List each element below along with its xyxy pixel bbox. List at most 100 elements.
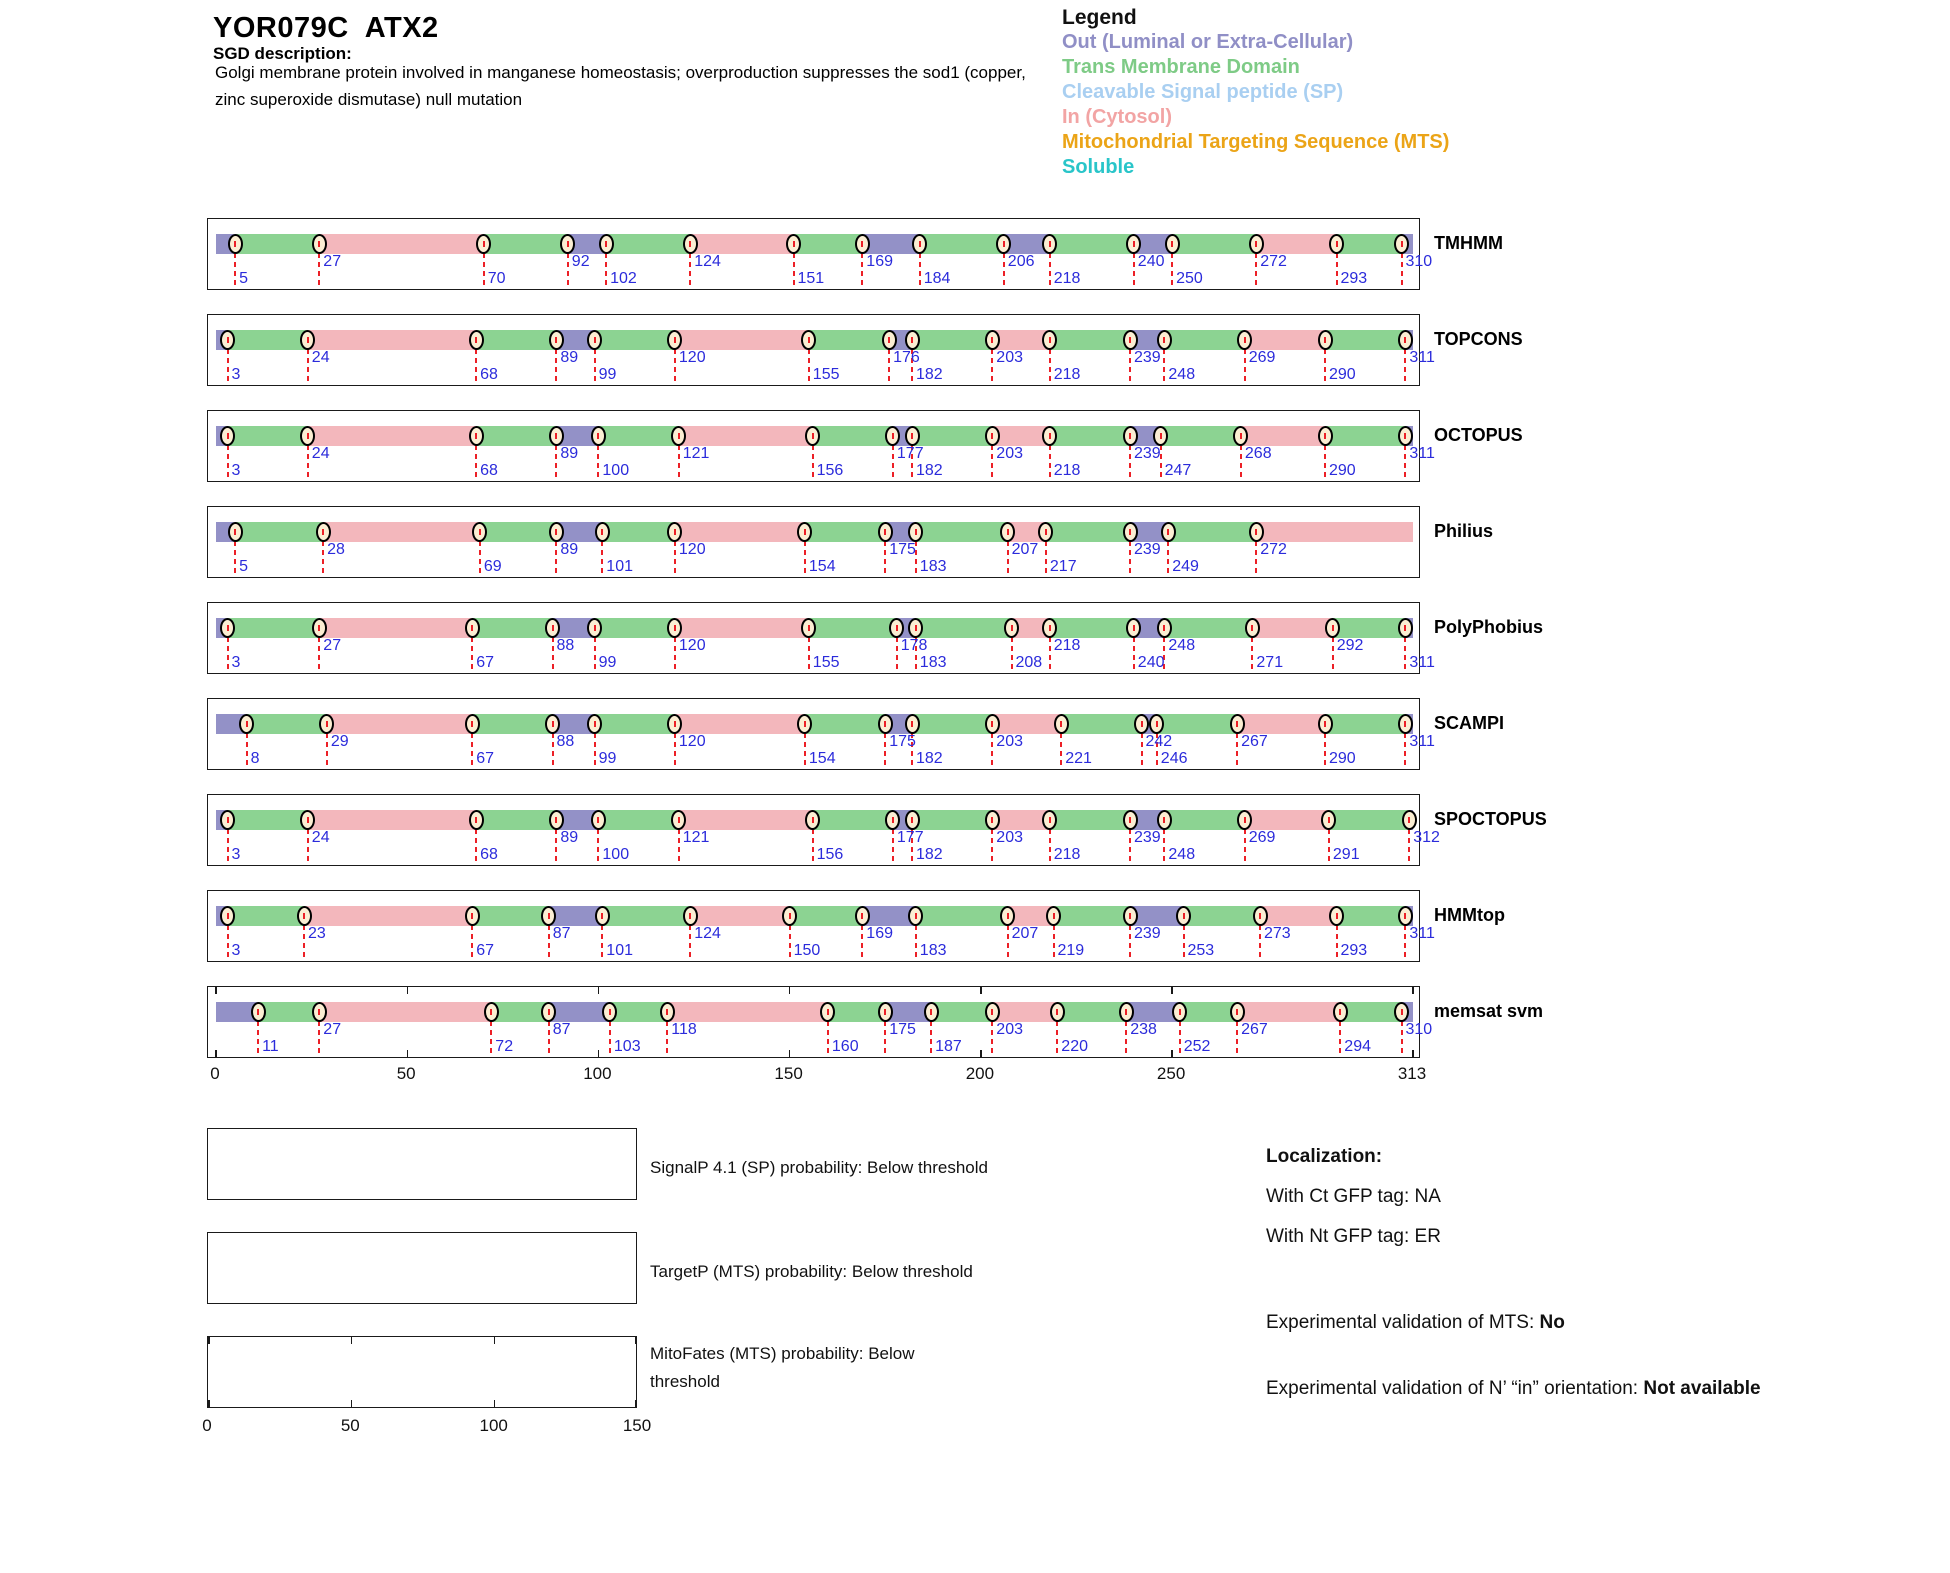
boundary-position-label: 312: [1413, 829, 1440, 846]
boundary-position-label: 248: [1168, 637, 1196, 654]
boundary-position-label: 207: [1011, 541, 1039, 558]
boundary-position-label: 271: [1256, 654, 1284, 671]
axis-tick: [597, 987, 600, 994]
boundary-dashline: [1259, 916, 1261, 959]
boundary-marker: [1156, 617, 1172, 638]
segment-in: [1244, 330, 1325, 350]
boundary-dashline: [1400, 1012, 1403, 1055]
segment-tm: [483, 234, 568, 254]
segment-tm: [812, 426, 893, 446]
boundary-marker: [587, 617, 603, 638]
boundary-dashline: [1408, 820, 1411, 863]
boundary-dashline: [597, 436, 600, 479]
segment-tm: [1156, 714, 1238, 734]
boundary-dashline: [1044, 532, 1047, 575]
segment-tm: [915, 618, 1012, 638]
boundary-position-label: 120: [678, 733, 706, 750]
axis-tick: [350, 1400, 353, 1407]
segment-tm: [1049, 426, 1130, 446]
segment-out: [1126, 1002, 1180, 1022]
boundary-position-label: 293: [1340, 942, 1368, 959]
boundary-dashline: [475, 340, 478, 383]
boundary-position-label: 3: [231, 462, 241, 479]
boundary-position-label: 218: [1053, 462, 1081, 479]
segment-tm: [1045, 522, 1130, 542]
boundary-marker: [319, 713, 335, 734]
boundary-position-label: 182: [916, 846, 943, 863]
axis-tick: [215, 1050, 217, 1057]
segment-in: [992, 330, 1050, 350]
axis-tick-label: 250: [1156, 1064, 1186, 1083]
track-box: 3 24 68 89 100 121 156 177 182 203 218 239 248 269 291…: [207, 794, 1440, 866]
boundary-dashline: [245, 724, 248, 767]
boundary-marker: [904, 329, 920, 350]
boundary-position-label: 87: [552, 925, 571, 942]
boundary-marker: [667, 713, 683, 734]
boundary-dashline: [891, 820, 894, 863]
axis-tick-label: 0: [202, 1416, 212, 1435]
boundary-marker: [797, 521, 813, 542]
boundary-marker: [1329, 905, 1344, 926]
boundary-dashline: [1129, 820, 1131, 863]
boundary-dashline: [226, 628, 229, 671]
boundary-dashline: [991, 724, 994, 767]
boundary-dashline: [226, 916, 229, 959]
boundary-dashline: [991, 436, 994, 479]
probability-plot-label: MitoFates (MTS) probability: Below thres…: [650, 1344, 915, 1391]
boundary-dashline: [566, 244, 569, 287]
boundary-marker: [1122, 521, 1138, 542]
boundary-position-label: 87: [552, 1021, 571, 1038]
segment-tm: [1061, 714, 1142, 734]
boundary-marker: [1153, 425, 1169, 446]
boundary-marker: [1122, 425, 1138, 446]
boundary-position-label: 103: [613, 1038, 641, 1055]
axis-tick: [788, 1050, 791, 1057]
segment-out: [567, 234, 606, 254]
boundary-dashline: [673, 532, 676, 575]
boundary-dashline: [673, 724, 676, 767]
boundary-marker: [1053, 713, 1069, 734]
boundary-dashline: [807, 628, 810, 671]
track-box: 3 24 68 89 100 121 156 177 182 203 218 239 247 268 290…: [207, 410, 1435, 482]
boundary-dashline: [1339, 1012, 1342, 1055]
boundary-dashline: [1048, 244, 1051, 287]
boundary-position-label: 290: [1329, 366, 1356, 383]
boundary-marker: [881, 329, 897, 350]
track-name-label: PolyPhobius: [1434, 617, 1544, 637]
probability-plot-box: [207, 1232, 637, 1304]
boundary-marker: [1160, 521, 1176, 542]
track-name-label: TMHMM: [1434, 233, 1503, 253]
boundary-position-label: 221: [1065, 750, 1092, 767]
boundary-position-label: 252: [1183, 1038, 1211, 1055]
boundary-position-label: 68: [480, 846, 498, 863]
boundary-marker: [1252, 905, 1268, 926]
axis-tick: [208, 1337, 210, 1344]
boundary-position-label: 272: [1260, 541, 1287, 558]
boundary-position-label: 187: [935, 1038, 962, 1055]
boundary-dashline: [555, 436, 558, 479]
boundary-position-label: 156: [816, 846, 844, 863]
boundary-position-label: 239: [1134, 925, 1161, 942]
boundary-dashline: [991, 340, 994, 383]
boundary-dashline: [306, 820, 309, 863]
segment-in: [992, 1002, 1058, 1022]
segment-tm: [1172, 234, 1257, 254]
boundary-position-label: 218: [1053, 366, 1081, 383]
axis-tick: [406, 987, 408, 994]
segment-in: [319, 618, 473, 638]
boundary-dashline: [673, 628, 676, 671]
boundary-marker: [476, 233, 492, 254]
boundary-marker: [1317, 425, 1333, 446]
boundary-marker: [904, 425, 920, 446]
segment-in: [678, 810, 813, 830]
boundary-position-label: 310: [1405, 1021, 1433, 1038]
boundary-position-label: 27: [323, 253, 342, 270]
boundary-position-label: 156: [816, 462, 844, 479]
boundary-position-label: 100: [602, 462, 630, 479]
segment-tm: [609, 1002, 668, 1022]
probability-plot-label: TargetP (MTS) probability: Below thresho…: [650, 1262, 973, 1281]
boundary-position-label: 160: [831, 1038, 859, 1055]
boundary-position-label: 220: [1061, 1038, 1088, 1055]
boundary-marker: [1397, 617, 1413, 638]
boundary-marker: [590, 425, 606, 446]
